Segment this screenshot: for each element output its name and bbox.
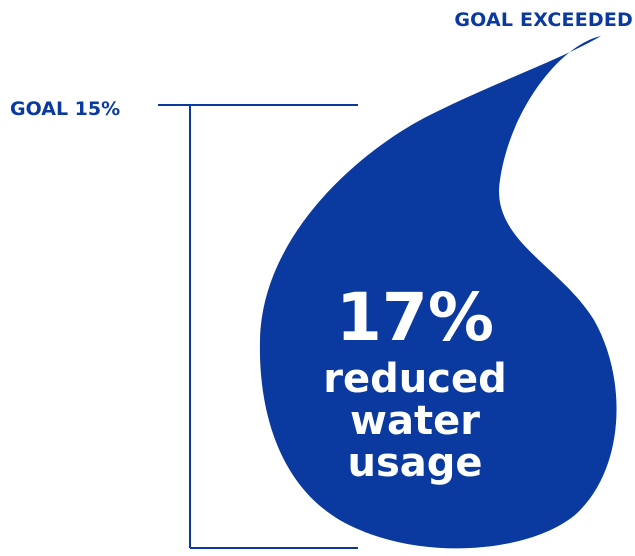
caption-line-3: usage bbox=[347, 440, 483, 486]
caption-line-1: reduced bbox=[323, 356, 507, 402]
reduction-value: 17% bbox=[336, 279, 494, 356]
goal-label: GOAL 15% bbox=[10, 98, 121, 120]
caption-line-2: water bbox=[350, 398, 480, 444]
water-drop-icon bbox=[259, 36, 617, 549]
goal-exceeded-label: GOAL EXCEEDED bbox=[454, 9, 633, 31]
